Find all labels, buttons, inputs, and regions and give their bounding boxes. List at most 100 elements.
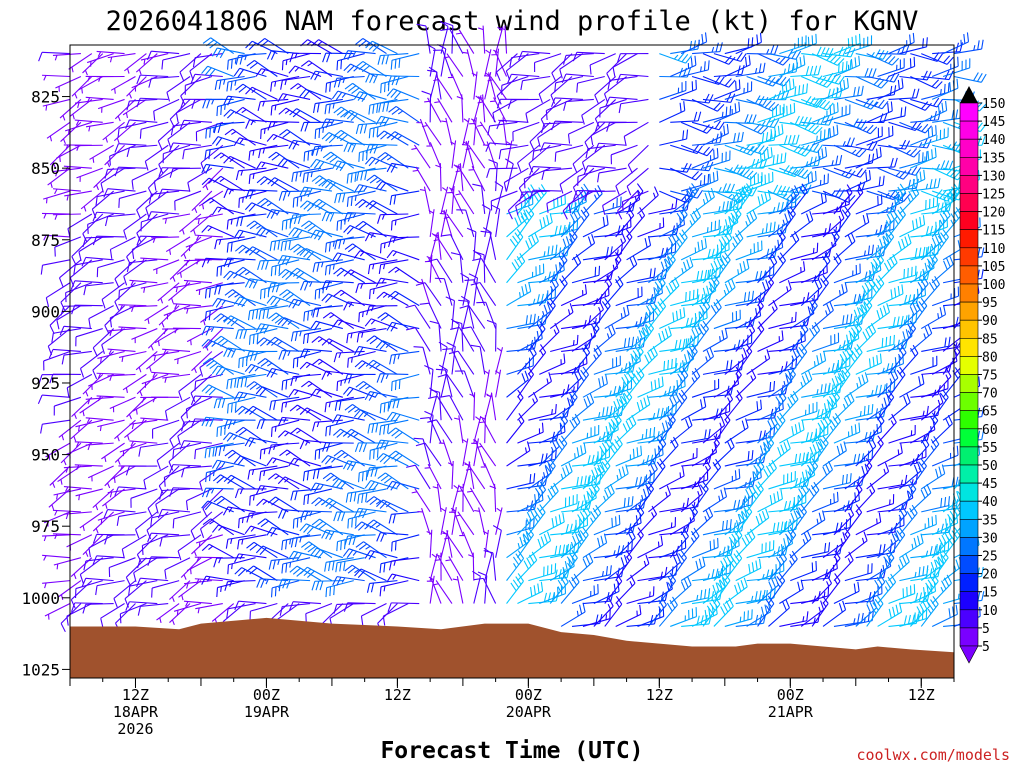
wind-barb (506, 370, 529, 398)
wind-barb (604, 232, 627, 261)
wind-barb (300, 541, 333, 559)
wind-barb (377, 472, 409, 490)
wind-barb (136, 213, 158, 242)
wind-barb (386, 480, 420, 491)
wind-barb (71, 396, 93, 420)
wind-barb (164, 396, 191, 421)
wind-barb (571, 393, 595, 421)
wind-barb (292, 190, 322, 208)
wind-barb (811, 332, 840, 352)
y-tick-label: 975 (31, 517, 60, 536)
wind-barb (191, 351, 213, 374)
wind-barb (266, 133, 300, 146)
wind-barb (465, 465, 486, 490)
wind-barb (387, 450, 420, 467)
wind-barb (910, 514, 937, 536)
wind-barb (237, 534, 267, 550)
wind-barb (135, 351, 158, 373)
wind-barb (855, 194, 883, 215)
wind-barb (136, 534, 158, 564)
wind-barb (424, 97, 442, 123)
wind-barb (346, 190, 376, 207)
wind-barb (256, 337, 289, 352)
wind-barb (79, 351, 104, 378)
wind-barb (528, 531, 552, 559)
wind-barb (211, 297, 245, 308)
wind-barb (490, 97, 508, 123)
wind-barb (432, 484, 442, 512)
wind-barb (303, 488, 333, 505)
colorbar-label: 75 (982, 369, 998, 384)
wind-barb (637, 460, 658, 490)
wind-barb (278, 268, 311, 284)
wind-barb (53, 167, 81, 177)
wind-barb (347, 511, 376, 529)
wind-barb (659, 81, 687, 100)
wind-barb (551, 53, 573, 82)
wind-barb (140, 213, 169, 232)
wind-barb (76, 167, 103, 182)
wind-barb (888, 265, 917, 284)
wind-barb (136, 235, 169, 246)
wind-barb (572, 167, 595, 197)
wind-barb (549, 303, 574, 330)
wind-barb (899, 151, 928, 169)
wind-barb (169, 99, 191, 128)
wind-barb (615, 498, 646, 513)
wind-barb (528, 372, 552, 398)
wind-barb (670, 188, 703, 199)
wind-barb (390, 213, 420, 231)
wind-barb (110, 465, 136, 483)
wind-barb (615, 445, 643, 467)
wind-barb (244, 278, 278, 289)
wind-barb (577, 167, 605, 186)
wind-barb (538, 276, 559, 307)
wind-barb (181, 465, 212, 478)
colorbar-swatch (959, 500, 979, 520)
wind-barb (288, 457, 322, 467)
wind-barb (369, 442, 398, 460)
wind-barb (593, 196, 622, 215)
wind-barb (305, 603, 333, 624)
wind-barb (190, 395, 223, 406)
wind-barb (560, 284, 588, 307)
wind-barb (259, 442, 289, 460)
wind-barb (441, 117, 453, 146)
credit-text[interactable]: coolwx.com/models (856, 746, 1010, 764)
wind-barb (648, 485, 671, 513)
y-tick-label: 950 (31, 446, 60, 465)
wind-barb (214, 236, 245, 250)
wind-barb (471, 71, 478, 100)
wind-barb (343, 225, 376, 238)
wind-barb (354, 360, 387, 375)
wind-barb (85, 442, 114, 451)
wind-barb (604, 496, 634, 513)
wind-barb (582, 565, 612, 582)
wind-barb (478, 25, 486, 54)
wind-barb (439, 20, 449, 54)
wind-barb (119, 603, 147, 624)
colorbar-label: 95 (982, 296, 998, 311)
wind-barb (81, 577, 114, 588)
wind-barb (582, 300, 604, 329)
wind-barb (626, 395, 651, 421)
wind-barb (365, 143, 398, 154)
wind-barb (82, 534, 104, 557)
wind-barb (195, 602, 223, 614)
wind-barb (549, 573, 569, 604)
wind-barb (367, 419, 398, 434)
wind-barb (194, 373, 223, 391)
wind-barb (517, 581, 544, 605)
wind-barb (311, 198, 344, 215)
wind-barb (259, 465, 289, 481)
wind-barb (571, 488, 597, 513)
wind-barb (95, 190, 125, 207)
wind-barb (713, 499, 745, 513)
wind-barb (159, 534, 191, 547)
wind-barb (389, 350, 420, 365)
wind-barb (255, 323, 289, 334)
wind-barb (267, 177, 300, 192)
wind-barb (301, 220, 333, 238)
wind-barb (637, 247, 668, 261)
wind-barb (255, 485, 289, 495)
